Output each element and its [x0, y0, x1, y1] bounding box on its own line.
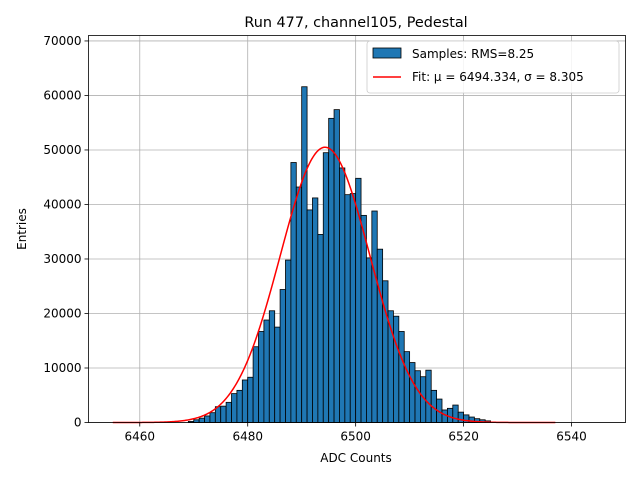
- histogram-bar: [317, 234, 324, 423]
- y-tick-label: 20000: [43, 307, 81, 321]
- histogram-bar: [425, 369, 432, 423]
- legend-bar-swatch: [372, 47, 402, 59]
- legend-box: [366, 40, 620, 94]
- histogram-bar: [344, 194, 351, 423]
- y-tick-label: 70000: [43, 34, 81, 48]
- histogram-bar: [236, 389, 243, 423]
- histogram-bar: [241, 379, 249, 423]
- histogram-bar: [263, 319, 270, 423]
- histogram-bar: [339, 167, 346, 423]
- histogram-bar: [301, 86, 308, 423]
- y-tick-label: 0: [74, 416, 82, 430]
- x-tick-label: 6540: [556, 430, 587, 444]
- histogram-bar: [258, 331, 265, 423]
- histogram-bar: [457, 411, 464, 423]
- histogram-bar: [322, 152, 330, 423]
- x-tick-label: 6520: [448, 430, 479, 444]
- y-tick-label: 60000: [43, 89, 81, 103]
- histogram-bar: [204, 415, 211, 423]
- y-axis-label: Entries: [15, 208, 29, 250]
- histogram-bar: [225, 401, 232, 423]
- histogram-bar: [198, 417, 205, 423]
- histogram-bar: [209, 412, 216, 423]
- histogram-bar: [220, 405, 227, 423]
- histogram-bar: [349, 193, 357, 423]
- histogram-bar: [452, 404, 459, 423]
- histogram-bar: [366, 257, 373, 423]
- histogram-bar: [247, 376, 254, 423]
- x-tick-label: 6460: [124, 430, 155, 444]
- y-tick-label: 30000: [43, 252, 81, 266]
- x-tick-label: 6500: [340, 430, 371, 444]
- y-tick-label: 50000: [43, 143, 81, 157]
- fit-curve-group: [112, 146, 556, 424]
- y-axis-ticks: 0 10000 20000 30000 40000 50000 60000 70000: [43, 34, 89, 430]
- histogram-bar: [279, 289, 286, 423]
- histogram-bar: [393, 315, 400, 423]
- y-tick-label: 10000: [43, 361, 81, 375]
- histogram-bar: [306, 209, 313, 423]
- histogram-bar: [268, 310, 276, 423]
- histogram-bar: [360, 214, 367, 423]
- histogram-bar: [285, 259, 292, 423]
- histogram-bars: [187, 86, 491, 423]
- legend: Samples: RMS=8.25 Fit: μ = 6494.334, σ =…: [366, 40, 620, 94]
- x-axis-ticks: 6460 6480 6500 6520 6540: [124, 422, 587, 444]
- plot-frame: [88, 35, 626, 423]
- histogram-bar: [371, 210, 378, 423]
- histogram-bar: [328, 117, 335, 423]
- histogram-bar: [252, 346, 259, 423]
- chart-title: Run 477, channel105, Pedestal: [244, 15, 467, 31]
- histogram-bar: [312, 197, 319, 423]
- histogram-bar: [193, 419, 200, 423]
- x-tick-label: 6480: [232, 430, 263, 444]
- legend-samples-label: Samples: RMS=8.25: [412, 47, 534, 61]
- legend-fit-label: Fit: μ = 6494.334, σ = 8.305: [412, 70, 584, 84]
- gaussian-fit-curve: [112, 146, 556, 424]
- histogram-bar: [409, 362, 416, 423]
- histogram-bar: [414, 370, 421, 423]
- histogram-bar: [376, 248, 384, 423]
- histogram-bar: [398, 331, 405, 423]
- histogram-bar: [274, 326, 281, 423]
- histogram-bar: [231, 393, 238, 423]
- histogram-bar: [403, 351, 411, 423]
- histogram-bar: [295, 186, 303, 423]
- x-axis-label: ADC Counts: [320, 451, 392, 465]
- y-tick-label: 40000: [43, 198, 81, 212]
